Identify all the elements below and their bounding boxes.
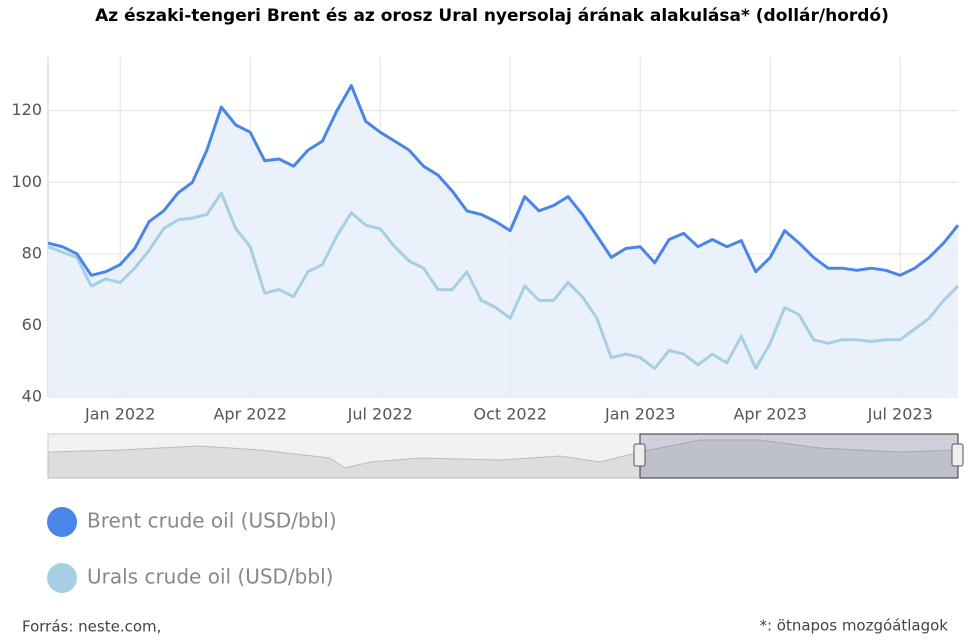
legend-marker: [47, 507, 77, 537]
navigator-handle[interactable]: [633, 443, 646, 467]
y-tick-label: 40: [22, 387, 42, 406]
footnote: *: ötnapos mozgóátlagok: [759, 617, 948, 635]
x-tick-label: Jul 2023: [867, 405, 933, 424]
y-tick-label: 120: [11, 100, 42, 119]
legend-marker: [47, 563, 77, 593]
series-area: [48, 85, 958, 397]
chart-title: Az északi-tengeri Brent és az orosz Ural…: [95, 6, 889, 26]
x-tick-label: Jul 2022: [347, 405, 413, 424]
legend-label: Urals crude oil (USD/bbl): [87, 565, 333, 589]
navigator: [47, 433, 964, 479]
x-tick-label: Jan 2023: [604, 405, 675, 424]
series-line: [47, 84, 960, 277]
navigator-handle[interactable]: [951, 443, 964, 467]
x-tick-label: Jan 2022: [84, 405, 155, 424]
legend-label: Brent crude oil (USD/bbl): [87, 509, 337, 533]
x-tick-label: Apr 2023: [733, 405, 806, 424]
source-note: Forrás: neste.com,: [22, 618, 161, 636]
navigator-series: [47, 439, 959, 479]
x-tick-label: Oct 2022: [473, 405, 546, 424]
y-tick-label: 80: [22, 243, 42, 262]
y-tick-label: 100: [11, 172, 42, 191]
x-tick-label: Apr 2022: [213, 405, 286, 424]
series-line: [47, 191, 960, 370]
y-tick-label: 60: [22, 315, 42, 334]
navigator-window[interactable]: [639, 433, 959, 479]
